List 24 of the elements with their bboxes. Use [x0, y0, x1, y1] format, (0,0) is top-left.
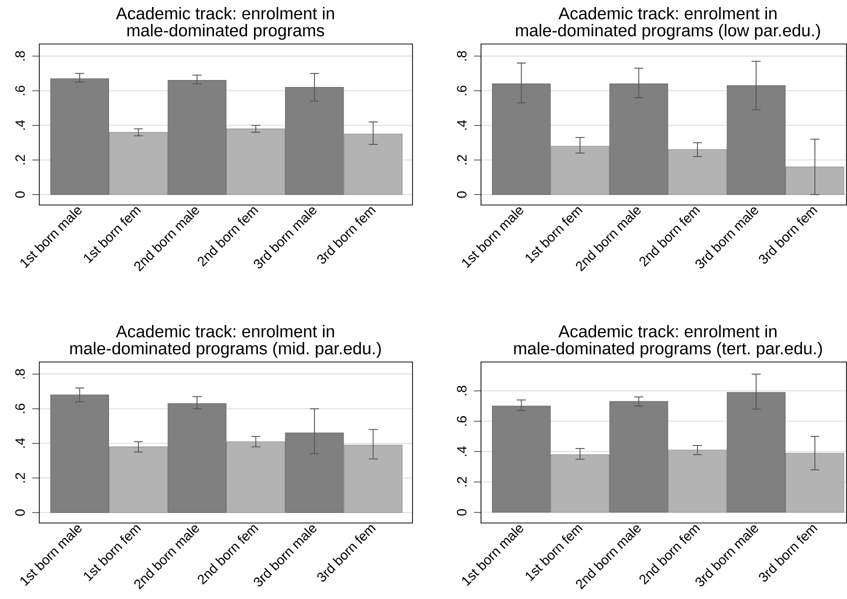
- y-tick-label: .6: [456, 416, 466, 426]
- y-tick-label: 0: [456, 191, 466, 198]
- y-tick-label: .2: [15, 473, 25, 482]
- y-tick-label: .6: [15, 86, 25, 96]
- y-tick-label: .8: [15, 369, 25, 379]
- y-tick-label: .6: [456, 86, 466, 96]
- y-tick-label: 0: [456, 509, 466, 516]
- y-tick-label: .8: [15, 51, 25, 61]
- chart-title: Academic track: enrolment in male-dominated programs (low par.edu.): [516, 6, 820, 40]
- y-tick-label: .8: [456, 386, 466, 396]
- y-tick-label: .2: [457, 155, 466, 164]
- y-tick-label: .4: [457, 446, 466, 456]
- chart-title: Academic track: enrolment in male-dominated programs (tert. par.edu.): [514, 324, 822, 358]
- chart-title: Academic track: enrolment in male-dominated programs (mid. par.edu.): [70, 324, 381, 358]
- chart-title: Academic track: enrolment in male-dominated programs: [116, 6, 334, 40]
- y-tick-label: .8: [456, 51, 466, 61]
- y-tick-label: .4: [457, 120, 466, 130]
- y-tick-label: 0: [15, 191, 25, 198]
- y-tick-label: .2: [457, 477, 466, 486]
- y-tick-label: 0: [15, 509, 25, 516]
- y-tick-label: .6: [15, 404, 25, 414]
- y-tick-label: .4: [16, 120, 25, 130]
- y-tick-label: .2: [15, 155, 25, 164]
- y-tick-label: .4: [16, 438, 25, 448]
